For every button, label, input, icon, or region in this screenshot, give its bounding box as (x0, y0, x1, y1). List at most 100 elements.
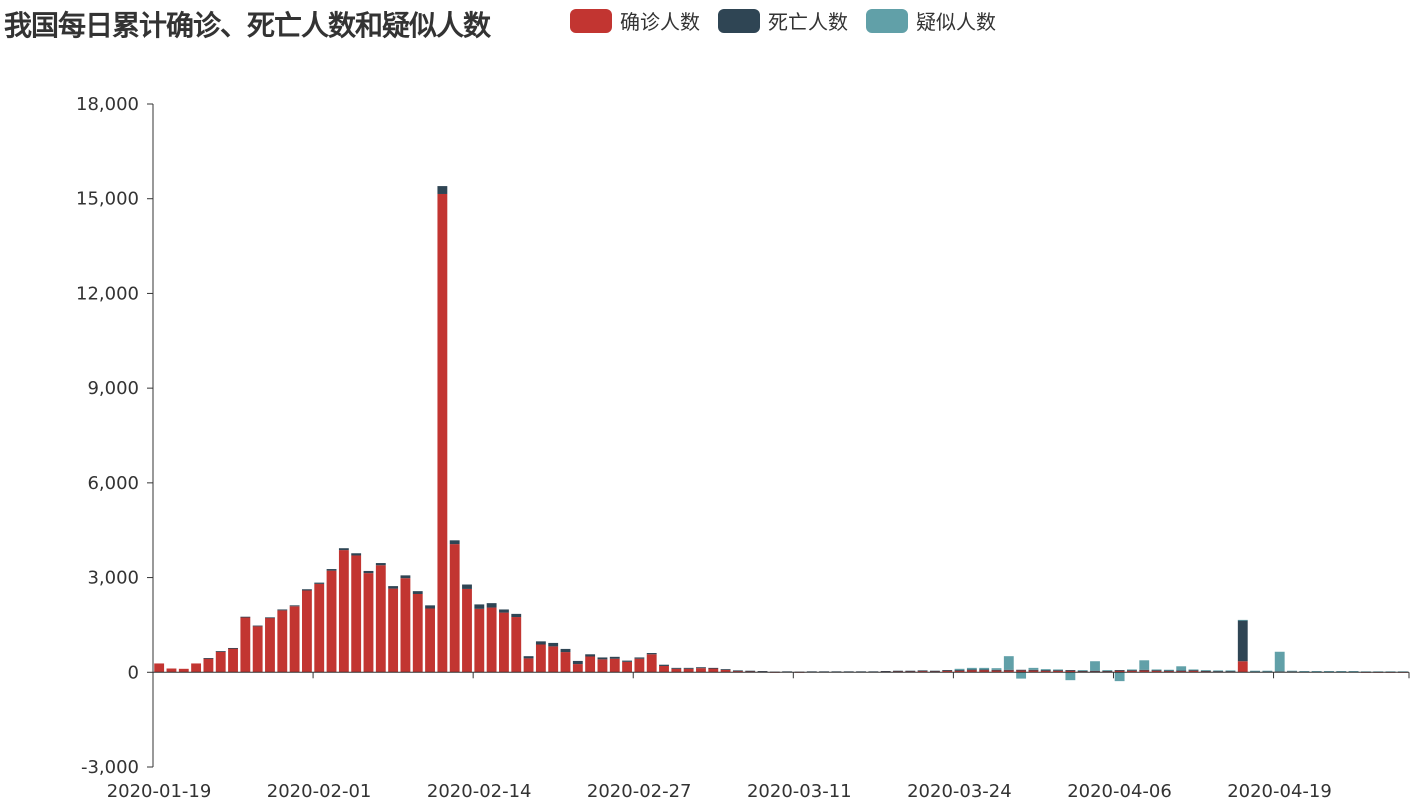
bar-series-1[interactable] (966, 669, 977, 671)
bar-series-0[interactable] (425, 608, 435, 673)
bar-series-0[interactable] (511, 617, 522, 673)
bar-series-1[interactable] (1262, 671, 1273, 673)
bar-series-2[interactable] (1090, 661, 1100, 671)
bar-series-1[interactable] (535, 641, 546, 645)
bar-series-0[interactable] (634, 658, 645, 673)
bar-series-0[interactable] (363, 573, 374, 673)
bar-series-1[interactable] (1274, 671, 1285, 673)
bar-series-2[interactable] (1373, 671, 1384, 673)
bar-series-1[interactable] (412, 591, 423, 594)
bar-series-2[interactable] (1188, 669, 1199, 671)
bar-series-0[interactable] (154, 663, 165, 673)
bar-series-2[interactable] (1299, 671, 1310, 672)
bar-series-1[interactable] (757, 671, 768, 672)
bar-series-1[interactable] (1003, 669, 1014, 671)
bar-series-1[interactable] (646, 653, 657, 655)
bar-series-0[interactable] (732, 671, 743, 673)
bar-series-0[interactable] (954, 670, 965, 673)
bar-series-2[interactable] (1003, 656, 1014, 670)
bar-series-1[interactable] (1077, 670, 1088, 672)
bar-series-0[interactable] (905, 671, 916, 673)
bar-series-2[interactable] (1237, 619, 1248, 621)
bar-series-1[interactable] (1151, 670, 1162, 671)
bar-series-1[interactable] (622, 660, 632, 662)
bar-series-0[interactable] (917, 670, 928, 673)
bar-series-1[interactable] (979, 669, 990, 671)
bar-series-2[interactable] (1200, 670, 1211, 671)
bar-series-1[interactable] (449, 540, 460, 545)
bar-series-1[interactable] (1127, 670, 1137, 671)
bar-series-0[interactable] (1151, 670, 1162, 673)
bar-series-0[interactable] (474, 608, 485, 673)
bar-series-0[interactable] (265, 617, 275, 673)
bar-series-1[interactable] (338, 548, 349, 551)
bar-series-1[interactable] (203, 658, 214, 659)
bar-series-1[interactable] (1176, 670, 1187, 672)
bar-series-0[interactable] (1040, 670, 1051, 673)
bar-series-2[interactable] (1213, 670, 1224, 672)
bar-series-0[interactable] (942, 670, 953, 673)
bar-series-2[interactable] (966, 667, 977, 670)
bar-series-1[interactable] (425, 605, 435, 609)
bar-series-0[interactable] (1028, 670, 1039, 673)
bar-series-0[interactable] (966, 669, 977, 673)
bar-series-0[interactable] (437, 193, 448, 673)
bar-series-0[interactable] (1188, 670, 1199, 673)
bar-series-2[interactable] (1163, 669, 1174, 671)
bar-series-1[interactable] (856, 671, 866, 673)
bar-series-2[interactable] (1287, 670, 1297, 672)
bar-series-0[interactable] (166, 668, 177, 673)
bar-series-1[interactable] (511, 613, 522, 618)
bar-series-1[interactable] (326, 569, 337, 571)
bar-series-1[interactable] (363, 570, 374, 574)
bar-series-0[interactable] (1077, 671, 1088, 673)
bar-series-1[interactable] (634, 657, 645, 659)
bar-series-0[interactable] (609, 658, 620, 673)
bar-series-1[interactable] (548, 642, 559, 647)
bar-series-2[interactable] (1053, 669, 1063, 671)
bar-series-1[interactable] (240, 616, 251, 618)
bar-series-1[interactable] (228, 647, 238, 649)
bar-series-1[interactable] (917, 670, 928, 672)
bar-series-0[interactable] (314, 583, 325, 673)
bar-series-0[interactable] (289, 606, 300, 673)
bar-series-2[interactable] (954, 668, 965, 671)
bar-series-2[interactable] (1139, 660, 1150, 670)
bar-series-2[interactable] (1262, 670, 1273, 672)
bar-series-2[interactable] (1102, 670, 1113, 671)
bar-series-0[interactable] (326, 570, 337, 673)
bar-series-1[interactable] (1188, 670, 1199, 671)
bar-series-0[interactable] (720, 669, 731, 673)
bar-series-0[interactable] (388, 588, 399, 673)
bar-series-1[interactable] (585, 654, 596, 657)
bar-series-0[interactable] (572, 664, 583, 673)
bar-series-0[interactable] (486, 607, 497, 673)
bar-series-0[interactable] (930, 671, 940, 673)
bar-series-0[interactable] (991, 670, 1002, 673)
bar-series-2[interactable] (1336, 671, 1347, 672)
bar-series-2[interactable] (1397, 671, 1408, 673)
bar-series-1[interactable] (708, 667, 719, 669)
bar-series-1[interactable] (1237, 620, 1248, 662)
bar-series-1[interactable] (905, 670, 916, 672)
bar-series-2[interactable] (1077, 670, 1088, 671)
bar-series-0[interactable] (1114, 670, 1125, 673)
bar-series-0[interactable] (462, 588, 472, 673)
bar-series-0[interactable] (400, 578, 411, 673)
bar-series-0[interactable] (351, 555, 362, 673)
bar-series-1[interactable] (1163, 670, 1174, 672)
bar-series-1[interactable] (1090, 670, 1100, 672)
legend-item-deaths[interactable]: 死亡人数 (718, 6, 848, 35)
bar-series-1[interactable] (1200, 670, 1211, 672)
bar-series-0[interactable] (1176, 670, 1187, 673)
bar-series-1[interactable] (560, 648, 571, 653)
bar-series-0[interactable] (1003, 670, 1014, 673)
bar-series-1[interactable] (1225, 671, 1236, 672)
bar-series-0[interactable] (1237, 661, 1248, 673)
bar-series-0[interactable] (215, 651, 226, 673)
bar-series-2[interactable] (1040, 669, 1051, 671)
bar-series-1[interactable] (277, 609, 288, 611)
bar-series-0[interactable] (548, 646, 559, 673)
bar-series-0[interactable] (671, 668, 682, 673)
bar-series-2[interactable] (1151, 669, 1162, 671)
